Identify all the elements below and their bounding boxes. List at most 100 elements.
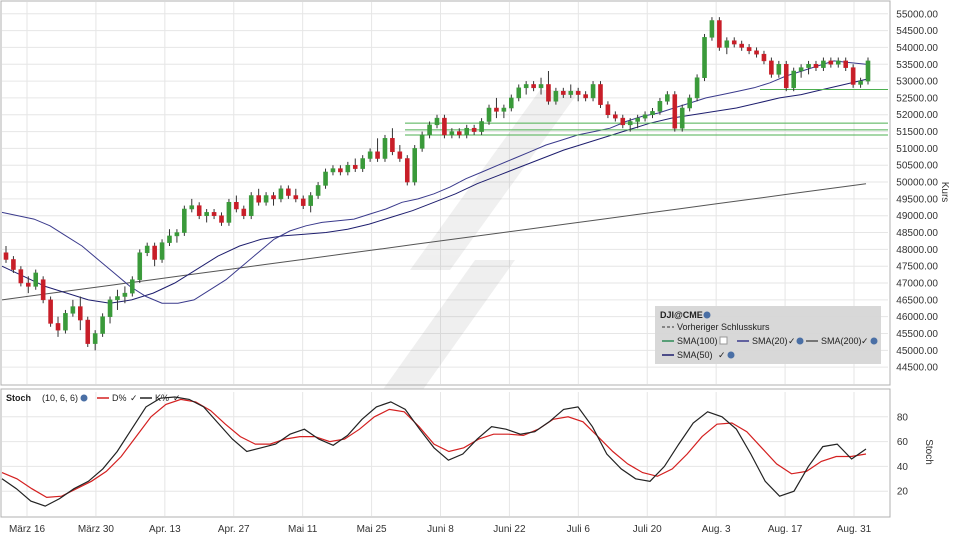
candle-body [553,90,559,102]
candle-body [791,70,796,89]
candle-body [338,168,343,173]
checkmark-icon[interactable]: ✓ [130,393,138,403]
candle-body [360,158,365,169]
stoch-d-series [1,398,867,499]
globe-icon[interactable] [727,351,735,359]
candle-body [115,296,120,301]
stoch-d-line [1,398,867,499]
candle-body [702,37,707,78]
checkbox-icon[interactable] [719,336,728,345]
price-grid [2,2,888,384]
stoch-y-axis: 20 40 60 80 [897,412,909,497]
candle-body [494,107,499,112]
checkmark-icon[interactable]: ✓ [173,393,181,403]
checkmark-icon[interactable]: ✓ [718,350,726,360]
y-tick-label: 54000.00 [896,43,938,54]
globe-icon[interactable] [870,337,878,345]
candle-body [152,245,157,260]
candle-body [278,188,284,200]
x-tick-label: März 30 [78,524,115,535]
checkmark-icon[interactable]: ✓ [861,336,869,346]
candle-body [843,60,849,68]
stoch-k-line [1,396,867,507]
candle-body [130,279,135,294]
candle-body [419,134,425,149]
candle-body [219,215,224,223]
candle-body [575,90,581,95]
candle-body [256,195,261,203]
candle-body [404,158,410,183]
candle-body [813,64,819,68]
y-tick-label: 52000.00 [896,110,938,121]
candle-body [620,117,626,126]
x-tick-label: Juni 8 [427,524,454,535]
candle-body [590,84,596,99]
candle-body [182,208,187,233]
y-tick-label: 45500.00 [896,329,938,340]
y-tick-label: 49000.00 [896,211,938,222]
candle-body [33,272,39,287]
y-tick-label: 46500.00 [896,295,938,306]
candle-body [211,212,217,216]
candle-body [464,127,470,136]
globe-icon[interactable] [703,311,711,319]
candle-body [159,242,165,260]
candle-body [776,64,782,75]
candle-body [412,148,418,183]
y-tick-label: 53500.00 [896,60,938,71]
candle-body [806,64,811,68]
y-tick-label: 44500.00 [896,363,938,374]
y-tick-label: 60 [897,437,909,448]
candle-body [345,164,351,173]
x-tick-label: Mai 11 [288,524,318,535]
candle-body [196,205,202,216]
candle-body [397,151,403,159]
y-tick-label: 80 [897,412,909,423]
sma20-line [1,60,867,304]
x-tick-label: Aug. 31 [837,524,872,535]
candle-body [724,40,730,48]
candle-body [501,107,507,112]
candle-body [167,235,172,243]
candle-body [538,84,544,89]
candle-body [271,195,276,200]
candle-body [92,333,98,344]
price-axis-label: Kurs [939,182,950,203]
sma200-line [1,183,867,301]
candle-body [189,205,195,210]
x-tick-label: Aug. 17 [768,524,803,535]
candle-body [308,195,313,206]
checkmark-icon[interactable]: ✓ [788,336,796,346]
candle-body [546,84,551,102]
stoch-header: Stoch (10, 6, 6) D% ✓ K% ✓ [6,393,181,403]
y-tick-label: 20 [897,487,909,498]
candle-body [865,60,871,82]
candle-body [583,94,588,99]
candle-body [204,212,209,216]
sma50-line [1,78,867,304]
candle-body [137,252,143,280]
x-tick-label: Aug. 3 [702,524,731,535]
candle-body [456,131,462,136]
candle-body [561,90,566,95]
candle-body [672,94,678,129]
globe-icon[interactable] [80,394,88,402]
stoch-panel [0,388,891,518]
candle-body [25,282,31,287]
candle-body [627,121,633,126]
legend: DJI@CME Vorheriger Schlusskurs SMA(100) … [655,306,881,364]
y-tick-label: 50000.00 [896,178,938,189]
y-tick-label: 49500.00 [896,194,938,205]
x-tick-label: Juli 20 [633,524,662,535]
candle-body [858,80,863,85]
candle-body [78,306,83,321]
legend-sma200: SMA(200) [821,336,862,346]
y-tick-label: 47500.00 [896,262,938,273]
x-tick-label: Apr. 27 [218,524,250,535]
sma200-series [1,183,867,301]
y-tick-label: 52500.00 [896,93,938,104]
globe-icon[interactable] [796,337,804,345]
candle-body [434,117,440,126]
stoch-k-label: K% [155,393,169,403]
